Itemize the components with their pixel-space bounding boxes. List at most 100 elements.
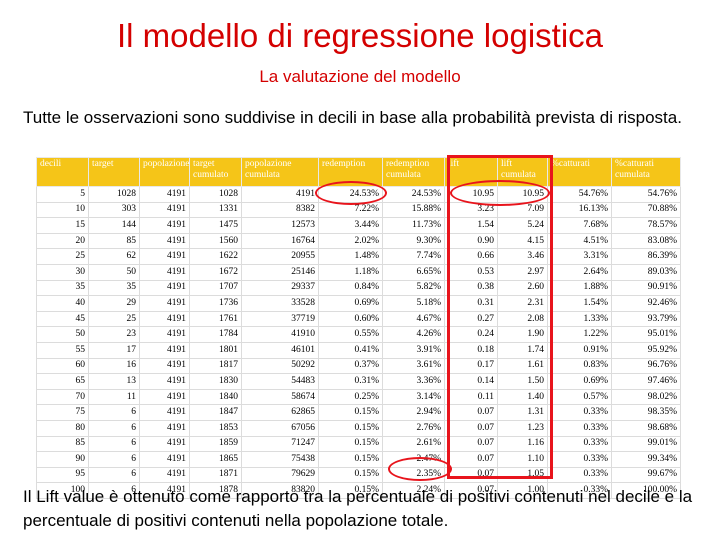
table-cell: 2.02% [318, 232, 383, 250]
table-cell: 7.22% [318, 201, 383, 219]
column-header: %catturati [547, 157, 612, 187]
table-cell: 40 [36, 295, 89, 312]
table-cell: 1853 [189, 419, 242, 437]
table-cell: 0.57% [547, 388, 612, 406]
table-cell: 1871 [189, 466, 242, 484]
table-cell: 1.40 [497, 388, 548, 406]
table-cell: 16 [88, 357, 140, 375]
table-cell: 0.69% [547, 373, 612, 390]
table-row: 75 6 4191 1847 62865 0.15% 2.94% 0.07 1.31 0.33% 9… [36, 404, 681, 421]
table-cell: 0.18 [444, 341, 498, 359]
table-row: 10 303 4191 1331 8382 7.22% 15.88% 3.23 7.09 16.1… [36, 201, 681, 219]
table-cell: 0.38 [444, 279, 498, 297]
table-cell: 100 [36, 482, 89, 499]
table-cell: 15 [36, 217, 89, 234]
table-cell: 11 [88, 388, 140, 406]
table-cell: 1331 [189, 201, 242, 219]
table-cell: 75438 [241, 451, 319, 468]
table-cell: 3.14% [382, 388, 445, 406]
table-row: 30 50 4191 1672 25146 1.18% 6.65% 0.53 2.97 2.64%… [36, 263, 681, 281]
table-cell: 0.91% [547, 341, 612, 359]
table-cell: 13 [88, 373, 140, 390]
table-cell: 4191 [139, 357, 190, 375]
table-cell: 1.22% [547, 326, 612, 343]
table-cell: 0.15% [318, 482, 383, 499]
table-cell: 75 [36, 404, 89, 421]
table-cell: 0.07 [444, 451, 498, 468]
table-cell: 0.69% [318, 295, 383, 312]
table-cell: 98.68% [611, 419, 681, 437]
column-header: popolazione [139, 157, 190, 187]
table-cell: 1859 [189, 435, 242, 453]
table-cell: 4191 [139, 419, 190, 437]
table-cell: 2.94% [382, 404, 445, 421]
table-cell: 92.46% [611, 295, 681, 312]
table-cell: 1736 [189, 295, 242, 312]
table-cell: 2.60 [497, 279, 548, 297]
table-cell: 4191 [139, 341, 190, 359]
table-cell: 37719 [241, 310, 319, 328]
column-header: target [88, 157, 140, 187]
table-cell: 2.76% [382, 419, 445, 437]
table-cell: 4.15 [497, 232, 548, 250]
table-cell: 1847 [189, 404, 242, 421]
table-cell: 16.13% [547, 201, 612, 219]
table-cell: 1.61 [497, 357, 548, 375]
table-cell: 6 [88, 482, 140, 499]
table-cell: 98.35% [611, 404, 681, 421]
table-cell: 50 [88, 263, 140, 281]
table-cell: 3.44% [318, 217, 383, 234]
intro-text: Tutte le osservazioni sono suddivise in … [23, 108, 682, 127]
table-cell: 35 [88, 279, 140, 297]
table-cell: 6 [88, 435, 140, 453]
table-cell: 1475 [189, 217, 242, 234]
table-cell: 1.50 [497, 373, 548, 390]
table-cell: 0.07 [444, 435, 498, 453]
table-cell: 0.53 [444, 263, 498, 281]
table-cell: 25146 [241, 263, 319, 281]
table-cell: 1840 [189, 388, 242, 406]
table-cell: 24.53% [318, 186, 383, 203]
table-cell: 0.33% [547, 435, 612, 453]
table-cell: 41910 [241, 326, 319, 343]
table-cell: 29 [88, 295, 140, 312]
table-cell: 1.31 [497, 404, 548, 421]
table-cell: 1865 [189, 451, 242, 468]
table-cell: 4191 [139, 482, 190, 499]
table-cell: 4.51% [547, 232, 612, 250]
table-cell: 2.61% [382, 435, 445, 453]
table-cell: 99.01% [611, 435, 681, 453]
table-cell: 4.26% [382, 326, 445, 343]
table-cell: 0.66 [444, 248, 498, 265]
table-cell: 9.30% [382, 232, 445, 250]
table-cell: 1761 [189, 310, 242, 328]
table-cell: 0.07 [444, 419, 498, 437]
table-cell: 95.92% [611, 341, 681, 359]
table-cell: 86.39% [611, 248, 681, 265]
table-cell: 25 [88, 310, 140, 328]
table-cell: 20 [36, 232, 89, 250]
table-cell: 79629 [241, 466, 319, 484]
table-cell: 1.05 [497, 466, 548, 484]
table-cell: 1878 [189, 482, 242, 499]
table-cell: 4191 [139, 373, 190, 390]
table-cell: 4191 [139, 435, 190, 453]
table-row: 85 6 4191 1859 71247 0.15% 2.61% 0.07 1.16 0.33% 9… [36, 435, 681, 453]
table-cell: 1.54% [547, 295, 612, 312]
slide-subtitle: La valutazione del modello [259, 67, 461, 86]
table-cell: 54.76% [547, 186, 612, 203]
table-cell: 55 [36, 341, 89, 359]
table-cell: 0.31 [444, 295, 498, 312]
table-cell: 5 [36, 186, 89, 203]
table-cell: 58674 [241, 388, 319, 406]
slide-title: Il modello di regressione logistica [116, 17, 604, 54]
table-cell: 46101 [241, 341, 319, 359]
table-cell: 99.67% [611, 466, 681, 484]
table-cell: 0.33% [547, 404, 612, 421]
table-cell: 29337 [241, 279, 319, 297]
table-row: 35 35 4191 1707 29337 0.84% 5.82% 0.38 2.60 1.88%… [36, 279, 681, 297]
table-cell: 1622 [189, 248, 242, 265]
table-cell: 0.84% [318, 279, 383, 297]
lift-table-container: decili target popolazione target cumulato po… [36, 155, 681, 499]
table-cell: 0.33% [547, 451, 612, 468]
